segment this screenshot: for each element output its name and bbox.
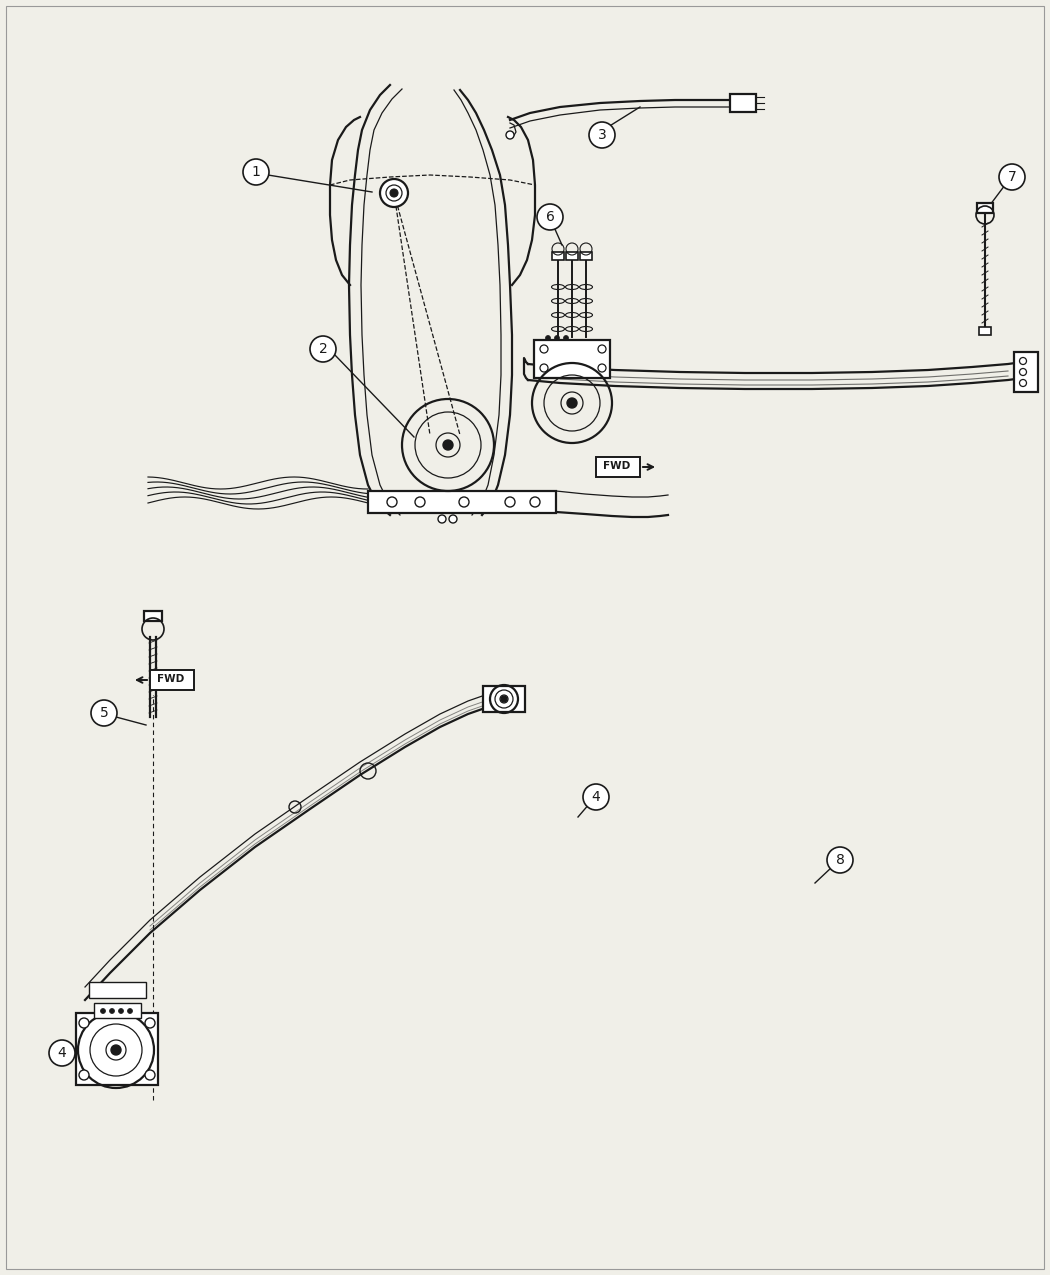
Circle shape bbox=[537, 204, 563, 230]
FancyBboxPatch shape bbox=[483, 686, 525, 711]
Circle shape bbox=[49, 1040, 75, 1066]
FancyBboxPatch shape bbox=[580, 252, 592, 260]
Circle shape bbox=[999, 164, 1025, 190]
FancyBboxPatch shape bbox=[976, 203, 993, 213]
FancyBboxPatch shape bbox=[596, 456, 640, 477]
Text: FWD: FWD bbox=[158, 674, 185, 683]
Circle shape bbox=[91, 700, 117, 725]
Circle shape bbox=[438, 515, 446, 523]
Circle shape bbox=[101, 1009, 105, 1014]
Text: 8: 8 bbox=[836, 853, 844, 867]
Circle shape bbox=[111, 1046, 121, 1054]
Circle shape bbox=[564, 335, 568, 340]
Circle shape bbox=[506, 131, 514, 139]
Circle shape bbox=[79, 1070, 89, 1080]
FancyBboxPatch shape bbox=[566, 252, 578, 260]
Circle shape bbox=[145, 1070, 155, 1080]
Circle shape bbox=[554, 335, 560, 340]
Circle shape bbox=[119, 1009, 124, 1014]
Circle shape bbox=[390, 189, 398, 198]
FancyBboxPatch shape bbox=[730, 94, 756, 112]
Circle shape bbox=[567, 398, 578, 408]
Circle shape bbox=[501, 696, 507, 703]
FancyBboxPatch shape bbox=[144, 611, 162, 621]
FancyBboxPatch shape bbox=[150, 669, 194, 690]
Text: 6: 6 bbox=[546, 210, 554, 224]
Text: FWD: FWD bbox=[604, 462, 631, 470]
FancyBboxPatch shape bbox=[94, 1003, 141, 1017]
Circle shape bbox=[583, 784, 609, 810]
FancyBboxPatch shape bbox=[552, 252, 564, 260]
Circle shape bbox=[380, 179, 408, 207]
Text: 4: 4 bbox=[591, 790, 601, 805]
Circle shape bbox=[449, 515, 457, 523]
Circle shape bbox=[145, 1017, 155, 1028]
FancyBboxPatch shape bbox=[979, 326, 991, 335]
Circle shape bbox=[109, 1009, 114, 1014]
Text: 3: 3 bbox=[597, 128, 607, 142]
Circle shape bbox=[79, 1017, 89, 1028]
FancyBboxPatch shape bbox=[76, 1014, 158, 1085]
Text: 7: 7 bbox=[1008, 170, 1016, 184]
Circle shape bbox=[243, 159, 269, 185]
Text: 5: 5 bbox=[100, 706, 108, 720]
Text: 2: 2 bbox=[318, 342, 328, 356]
Circle shape bbox=[589, 122, 615, 148]
Text: 4: 4 bbox=[58, 1046, 66, 1060]
Circle shape bbox=[827, 847, 853, 873]
Text: 1: 1 bbox=[252, 164, 260, 178]
Circle shape bbox=[310, 337, 336, 362]
FancyBboxPatch shape bbox=[368, 491, 556, 513]
FancyBboxPatch shape bbox=[1014, 352, 1038, 391]
Circle shape bbox=[443, 440, 453, 450]
FancyBboxPatch shape bbox=[89, 982, 146, 998]
Circle shape bbox=[127, 1009, 132, 1014]
FancyBboxPatch shape bbox=[534, 340, 610, 377]
Circle shape bbox=[546, 335, 550, 340]
